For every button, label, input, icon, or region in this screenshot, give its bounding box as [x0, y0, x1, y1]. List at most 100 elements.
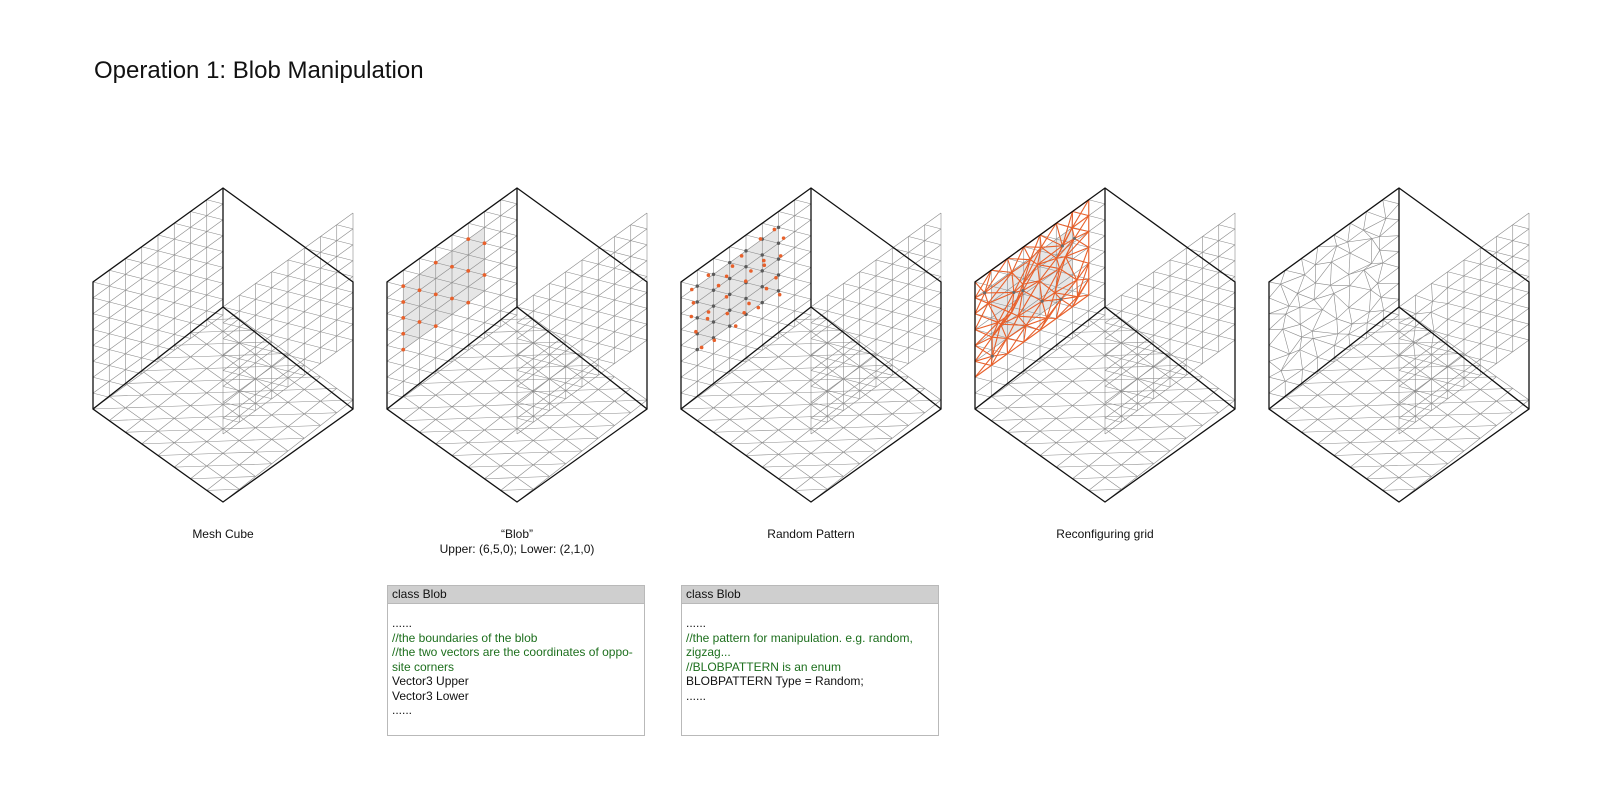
- grid-diagonal: [1415, 463, 1448, 466]
- grid-diagonal: [435, 442, 469, 445]
- grid-diagonal: [468, 270, 485, 276]
- grid-diagonal: [533, 341, 566, 344]
- grid-diagonal: [565, 334, 583, 340]
- grid-diagonal: [729, 294, 747, 299]
- grid-diagonal: [1350, 222, 1364, 231]
- grid-diagonal: [403, 365, 420, 370]
- grid-line: [810, 422, 828, 435]
- grid-line: [810, 367, 828, 381]
- grid-line: [500, 298, 518, 312]
- grid-diagonal: [892, 343, 909, 348]
- grid-diagonal: [1431, 283, 1448, 288]
- grid-line: [141, 266, 159, 279]
- grid-diagonal: [908, 331, 925, 337]
- grid-line: [190, 326, 207, 339]
- grid-line: [1496, 303, 1513, 317]
- mesh-vertex: [1072, 236, 1077, 241]
- random-vertex: [742, 310, 746, 315]
- grid-diagonal: [206, 488, 240, 491]
- grid-line: [1137, 378, 1154, 391]
- mesh-edge: [1039, 268, 1060, 282]
- grid-line: [484, 441, 501, 455]
- grid-line: [516, 318, 534, 332]
- grid-diagonal: [255, 450, 289, 453]
- grid-line: [810, 390, 828, 403]
- grid-diagonal: [713, 382, 747, 384]
- grid-line: [1463, 279, 1481, 292]
- grid-line: [1496, 240, 1513, 253]
- grid-line: [924, 260, 942, 273]
- grid-diagonal: [1056, 334, 1073, 339]
- grid-line: [271, 339, 289, 352]
- grid-line: [859, 377, 877, 391]
- grid-diagonal: [451, 266, 469, 272]
- grid-diagonal: [451, 329, 469, 335]
- grid-diagonal: [810, 417, 828, 423]
- grid-diagonal: [924, 256, 942, 261]
- grid-diagonal: [336, 256, 354, 261]
- grid-line: [157, 430, 175, 443]
- grid-diagonal: [1349, 252, 1372, 264]
- grid-diagonal: [1480, 412, 1513, 415]
- grid-line: [1333, 430, 1351, 443]
- grid-diagonal: [630, 303, 648, 309]
- grid-line: [239, 464, 256, 477]
- grid-line: [533, 403, 550, 417]
- grid-diagonal: [1382, 488, 1416, 491]
- grid-line: [1415, 354, 1432, 368]
- grid-line: [875, 364, 893, 379]
- grid-line: [1350, 338, 1367, 351]
- cube-outline: [974, 187, 1236, 503]
- grid-line: [794, 203, 812, 216]
- grid-line: [141, 394, 159, 407]
- grid-diagonal: [320, 299, 337, 305]
- grid-line: [1072, 429, 1089, 442]
- grid-diagonal: [419, 258, 436, 263]
- grid-line: [516, 374, 534, 387]
- grid-line: [484, 294, 501, 307]
- grid-diagonal: [875, 376, 909, 379]
- grid-line: [1366, 322, 1368, 339]
- grid-diagonal: [1313, 293, 1334, 300]
- grid-diagonal: [875, 307, 893, 313]
- grid-line: [1023, 298, 1041, 311]
- grid-line: [403, 369, 420, 382]
- grid-line: [190, 454, 207, 467]
- grid-line: [778, 215, 795, 228]
- grid-diagonal: [745, 454, 779, 456]
- grid-line: [157, 302, 175, 315]
- grid-diagonal: [1007, 353, 1024, 359]
- grid-diagonal: [991, 394, 1024, 397]
- grid-line: [778, 278, 795, 292]
- grid-vertex: [711, 288, 716, 292]
- grid-line: [892, 315, 909, 328]
- grid-line: [1056, 429, 1073, 443]
- grid-diagonal: [794, 440, 828, 442]
- grid-line: [1202, 288, 1219, 301]
- grid-line: [745, 382, 763, 395]
- grid-line: [1056, 274, 1073, 287]
- grid-line: [549, 271, 566, 284]
- grid-diagonal: [1366, 428, 1400, 431]
- grid-line: [533, 299, 550, 312]
- grid-line: [729, 370, 747, 383]
- grid-diagonal: [598, 388, 631, 390]
- grid-diagonal: [320, 399, 354, 402]
- grid-line: [1366, 356, 1383, 369]
- grid-line: [222, 404, 240, 417]
- grid-diagonal: [1463, 370, 1481, 376]
- grid-line: [336, 228, 354, 241]
- grid-line: [778, 343, 795, 358]
- grid-line: [435, 406, 453, 420]
- grid-diagonal: [1039, 429, 1073, 432]
- grid-line: [1447, 402, 1465, 416]
- grid-diagonal: [500, 262, 518, 268]
- grid-line: [190, 332, 207, 345]
- grid-line: [255, 287, 272, 300]
- grid-line: [1153, 259, 1171, 272]
- grid-line: [1039, 382, 1057, 395]
- grid-diagonal: [827, 406, 844, 411]
- grid-diagonal: [778, 355, 812, 358]
- grid-line: [174, 258, 191, 272]
- grid-line: [1480, 389, 1497, 402]
